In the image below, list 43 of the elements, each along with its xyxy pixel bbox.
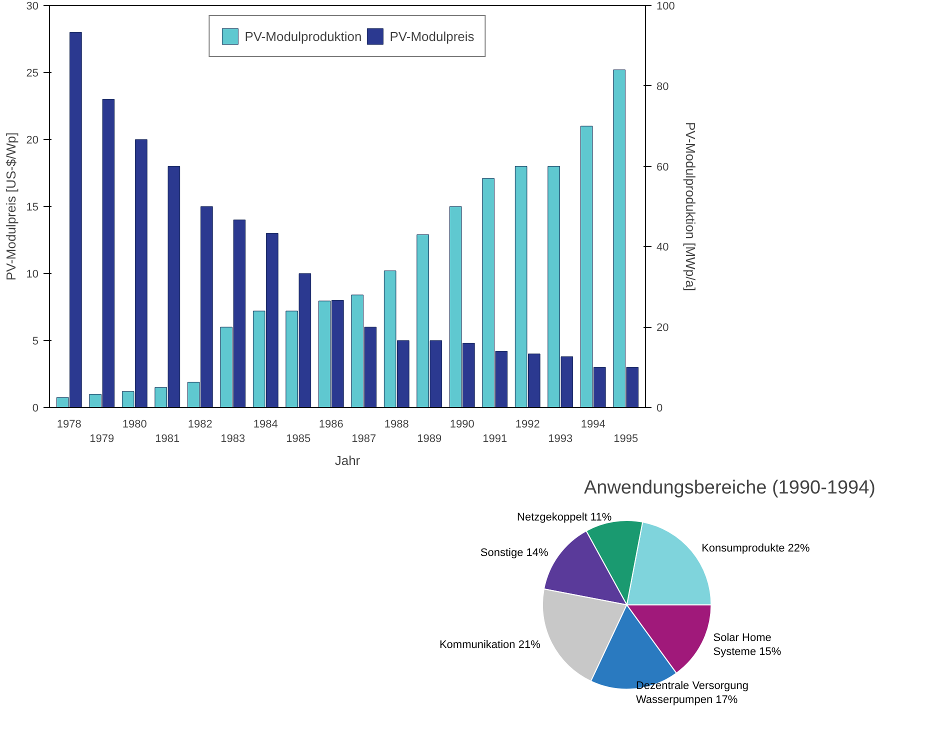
x-tick-label: 1991 — [482, 432, 508, 445]
y-tick-label: 5 — [32, 336, 39, 348]
x-tick-label: 1988 — [384, 418, 409, 430]
x-tick-label: 1982 — [188, 418, 212, 430]
y-tick-label: 15 — [26, 202, 39, 214]
chart-title: Anwendungsbereiche (1990-1994) — [584, 478, 876, 498]
x-axis-title: Jahr — [334, 452, 361, 468]
x-tick-label: 1987 — [352, 432, 376, 445]
y-axis-title: PV-Modulpreis [US-$/Wp] — [3, 132, 18, 281]
y2-tick-label: 40 — [656, 242, 669, 254]
x-tick-label: 1990 — [450, 418, 474, 430]
y2-axis-title: PV-Modulproduktion [MWp/a] — [682, 122, 698, 292]
slice-label: Netzgekoppelt 11% — [517, 511, 612, 524]
x-tick-label: 1994 — [580, 418, 606, 430]
y-tick-label: 30 — [26, 0, 39, 12]
x-tick-label: 1978 — [56, 418, 82, 430]
y2-tick-label: 80 — [656, 80, 669, 93]
legend-label: PV-Modulproduktion — [244, 28, 362, 44]
slice-label: Sonstige 14% — [480, 546, 549, 559]
slice-label: Dezentrale Versorgung Wasserpumpen 17% — [636, 680, 748, 706]
slice-label: Solar Home Systeme 15% — [713, 632, 782, 658]
x-tick-label: 1986 — [318, 418, 344, 430]
y2-tick-label: 20 — [656, 322, 669, 334]
y-tick-label: 0 — [32, 402, 39, 414]
x-tick-label: 1983 — [220, 432, 246, 445]
x-tick-label: 1981 — [155, 432, 180, 445]
x-tick-label: 1980 — [122, 418, 147, 430]
y2-tick-label: 100 — [656, 0, 675, 12]
x-tick-label: 1989 — [417, 432, 442, 445]
y2-tick-label: 0 — [656, 402, 663, 414]
x-tick-label: 1979 — [90, 432, 114, 445]
x-tick-label: 1992 — [515, 418, 540, 430]
y2-tick-label: 60 — [656, 161, 669, 174]
x-tick-label: 1985 — [286, 432, 311, 445]
slice-label: Kommunikation 21% — [439, 639, 541, 652]
x-tick-label: 1984 — [253, 418, 278, 430]
y-tick-label: 25 — [26, 68, 39, 80]
x-tick-label: 1993 — [548, 432, 573, 445]
slice-label: Konsumprodukte 22% — [702, 542, 810, 554]
y-tick-label: 20 — [26, 134, 39, 146]
x-tick-label: 1995 — [614, 432, 638, 445]
legend-label: PV-Modulpreis — [390, 28, 474, 44]
y-tick-label: 10 — [26, 268, 39, 280]
